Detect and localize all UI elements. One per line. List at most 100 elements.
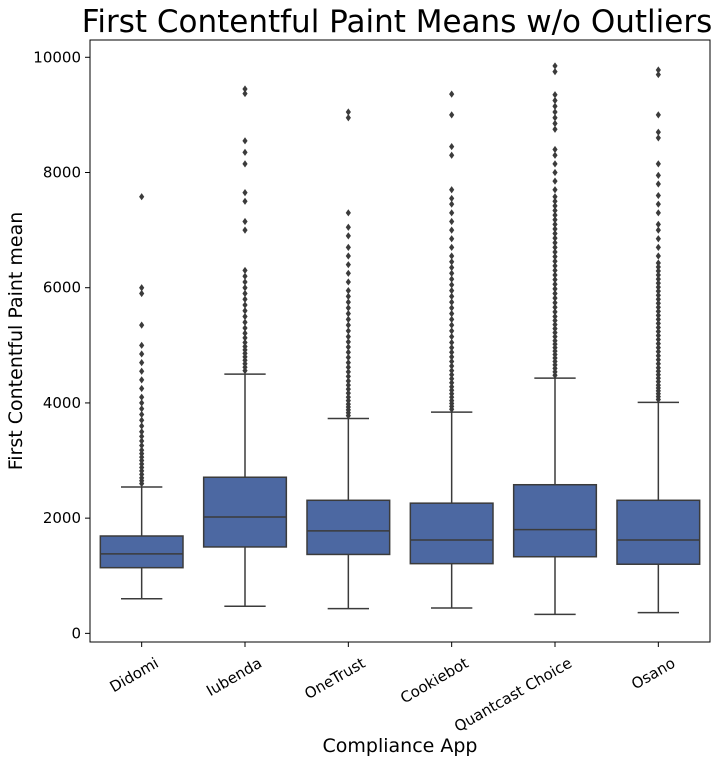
outlier-point — [449, 90, 455, 98]
outlier-point — [655, 360, 661, 368]
outlier-point — [345, 368, 351, 376]
outlier-point — [655, 344, 661, 352]
outlier-point — [242, 289, 248, 298]
outlier-point — [139, 446, 145, 454]
outlier-point — [552, 216, 558, 224]
outlier-point — [449, 362, 455, 370]
outlier-point — [345, 209, 351, 217]
y-tick-label: 6000 — [43, 279, 81, 297]
outlier-point — [242, 148, 248, 156]
x-tick-label: Cookiebot — [397, 654, 471, 707]
x-tick-label: Iubenda — [203, 654, 265, 700]
outlier-point — [242, 329, 248, 337]
outlier-point — [449, 315, 455, 323]
outlier-point — [139, 410, 145, 419]
plot-content — [99, 62, 701, 616]
outlier-point — [345, 114, 351, 122]
outlier-point — [449, 321, 455, 329]
outlier-point — [552, 206, 558, 215]
outlier-point — [242, 160, 248, 168]
outlier-point — [552, 160, 558, 168]
outlier-point — [345, 393, 351, 401]
outlier-point — [345, 377, 351, 385]
outlier-point — [655, 299, 661, 307]
outlier-point — [345, 292, 351, 300]
outlier-point — [449, 281, 455, 289]
outlier-point — [655, 267, 661, 275]
outlier-point — [552, 114, 558, 122]
outlier-point — [655, 259, 661, 267]
outlier-point — [449, 338, 455, 347]
outlier-point — [655, 191, 661, 200]
outlier-point — [655, 66, 661, 74]
outlier-point — [139, 321, 145, 329]
outlier-point — [655, 352, 661, 360]
outlier-point — [242, 307, 248, 315]
box-group — [306, 108, 391, 610]
outlier-point — [345, 310, 351, 318]
outlier-point — [655, 364, 661, 372]
outlier-point — [552, 91, 558, 99]
outlier-point — [552, 308, 558, 316]
outlier-point — [242, 85, 248, 93]
outlier-point — [449, 348, 455, 356]
outlier-point — [345, 315, 351, 323]
outlier-point — [449, 217, 455, 226]
y-axis-label: First Contentful Paint mean — [5, 212, 27, 471]
outlier-point — [655, 315, 661, 323]
outlier-point — [345, 269, 351, 277]
outlier-point — [345, 372, 351, 381]
outlier-point — [139, 367, 145, 375]
outlier-point — [655, 171, 661, 179]
outlier-point — [552, 220, 558, 228]
outlier-point — [345, 286, 351, 295]
outlier-point — [449, 142, 455, 151]
chart-title: First Contentful Paint Means w/o Outlier… — [82, 4, 712, 40]
outlier-point — [449, 304, 455, 312]
outlier-point — [552, 119, 558, 128]
outlier-point — [242, 266, 248, 275]
box-iqr — [512, 483, 598, 558]
outlier-point — [449, 371, 455, 379]
outlier-point — [552, 102, 558, 110]
outlier-point — [552, 337, 558, 345]
plot-frame — [89, 39, 711, 643]
outlier-point — [345, 108, 351, 116]
outlier-point — [345, 261, 351, 269]
outlier-point — [552, 280, 558, 288]
outlier-point — [449, 269, 455, 277]
outlier-point — [449, 375, 455, 383]
outlier-point — [449, 357, 455, 366]
box-group — [202, 85, 288, 608]
outlier-point — [552, 257, 558, 265]
box-iqr — [99, 535, 184, 569]
outlier-point — [242, 338, 248, 347]
outlier-point — [552, 193, 558, 201]
outlier-point — [139, 350, 145, 358]
outlier-point — [449, 235, 455, 243]
x-tick-label: OneTrust — [301, 654, 368, 703]
outlier-point — [655, 283, 661, 291]
outlier-point — [552, 186, 558, 194]
outlier-point — [449, 263, 455, 272]
outlier-point — [655, 226, 661, 234]
outlier-point — [345, 389, 351, 397]
outlier-point — [655, 180, 661, 188]
outlier-point — [655, 319, 661, 328]
outlier-point — [449, 286, 455, 295]
x-tick-label: Osano — [628, 654, 678, 693]
outlier-point — [449, 252, 455, 260]
x-tick-label: Didomi — [107, 654, 162, 696]
outlier-point — [655, 243, 661, 251]
outlier-point — [655, 111, 661, 119]
outlier-point — [242, 284, 248, 292]
outlier-point — [655, 128, 661, 136]
outlier-point — [242, 189, 248, 197]
outlier-point — [242, 312, 248, 321]
box-group — [616, 66, 701, 614]
outlier-point — [139, 437, 145, 445]
outlier-point — [139, 441, 145, 450]
outlier-point — [449, 275, 455, 283]
outlier-point — [242, 226, 248, 234]
